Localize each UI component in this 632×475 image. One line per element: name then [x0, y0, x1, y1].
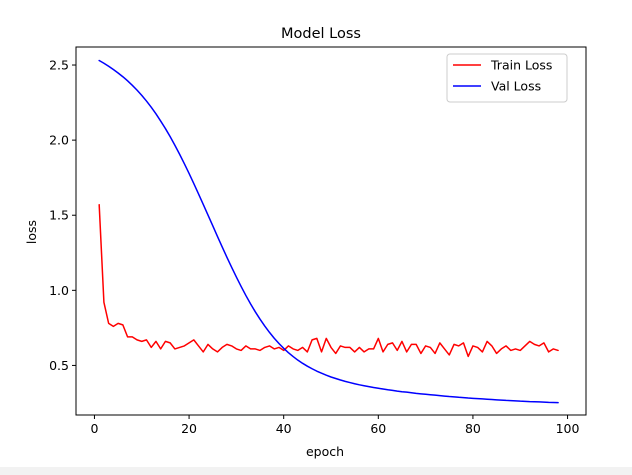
legend-label: Train Loss: [490, 58, 552, 73]
x-tick-label: 80: [465, 421, 481, 436]
y-tick-label: 2.5: [49, 58, 69, 73]
x-axis-label: epoch: [306, 444, 344, 459]
x-tick-label: 0: [90, 421, 98, 436]
series-layer: [98, 59, 559, 404]
x-tick-label: 40: [276, 421, 292, 436]
plot-area: [75, 46, 587, 416]
y-tick-label: 2.0: [49, 133, 69, 148]
series-line-train-loss: [98, 203, 559, 358]
legend-box: [446, 53, 568, 103]
series-line-val-loss: [98, 59, 559, 404]
x-axis: 0 20 40 60 80 100: [90, 415, 580, 436]
legend: Train Loss Val Loss: [446, 53, 568, 103]
x-tick-label: 100: [556, 421, 580, 436]
x-tick-label: 60: [370, 421, 386, 436]
y-tick-label: 1.0: [49, 283, 69, 298]
chart-title: Model Loss: [281, 26, 361, 42]
y-axis-label: loss: [24, 220, 39, 244]
legend-label: Val Loss: [491, 79, 541, 94]
x-tick-label: 20: [181, 421, 197, 436]
plot-frame: [75, 46, 587, 416]
y-tick-label: 0.5: [49, 358, 69, 373]
bottom-strip: [0, 467, 632, 475]
y-axis: 0.5 1.0 1.5 2.0 2.5: [49, 58, 76, 373]
y-tick-label: 1.5: [49, 208, 69, 223]
